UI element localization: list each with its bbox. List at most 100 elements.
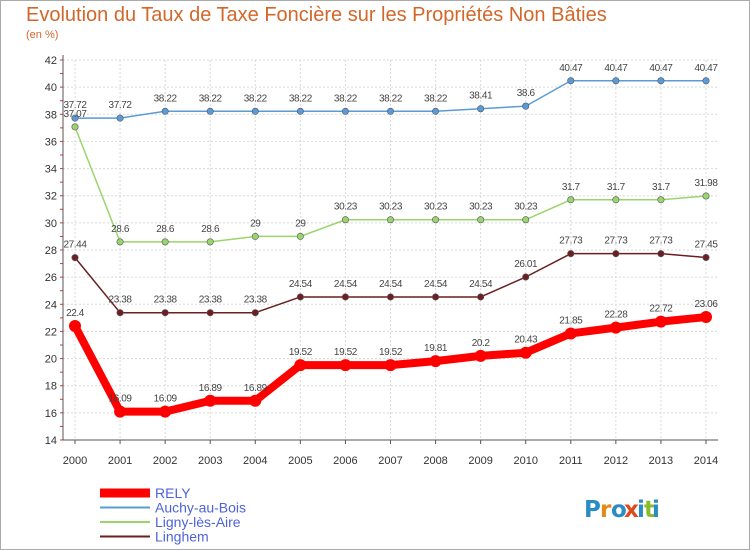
data-label-linghem: 27.73: [604, 236, 628, 247]
x-tick-label: 2005: [288, 455, 312, 467]
x-tick-label: 2001: [108, 455, 132, 467]
data-label-linghem: 24.54: [469, 279, 493, 290]
data-point-rely: [474, 349, 487, 362]
data-point-rely: [519, 346, 532, 359]
legend-label-rely: RELY: [155, 485, 191, 501]
data-label-ligny-l-s-aire: 31.98: [694, 178, 718, 189]
x-tick-label: 2012: [604, 455, 628, 467]
y-tick-label: 34: [45, 164, 57, 176]
y-tick-label: 40: [45, 82, 57, 94]
y-tick-label: 30: [45, 218, 57, 230]
data-label-auchy-au-bois: 40.47: [604, 63, 628, 74]
series-lines: [69, 77, 712, 418]
data-point-rely: [609, 321, 622, 334]
data-point-linghem: [612, 250, 620, 258]
data-point-ligny-l-s-aire: [206, 238, 214, 246]
data-label-rely: 19.52: [289, 347, 313, 358]
data-label-rely: 16.89: [199, 383, 223, 394]
x-tick-label: 2011: [559, 455, 583, 467]
data-label-ligny-l-s-aire: 31.7: [562, 182, 581, 193]
data-label-rely: 22.72: [649, 304, 673, 315]
data-label-auchy-au-bois: 38.6: [517, 88, 536, 99]
data-label-auchy-au-bois: 38.22: [154, 93, 178, 104]
data-label-ligny-l-s-aire: 30.23: [469, 202, 493, 213]
y-tick-label: 28: [45, 245, 57, 257]
data-label-linghem: 24.54: [289, 279, 313, 290]
data-label-ligny-l-s-aire: 29: [250, 218, 261, 229]
data-point-ligny-l-s-aire: [161, 238, 169, 246]
data-point-ligny-l-s-aire: [341, 216, 349, 224]
data-label-auchy-au-bois: 38.22: [289, 93, 313, 104]
data-point-auchy-au-bois: [116, 114, 124, 122]
data-label-auchy-au-bois: 38.22: [424, 93, 448, 104]
data-point-auchy-au-bois: [522, 102, 530, 110]
y-tick-label: 24: [45, 299, 57, 311]
data-point-auchy-au-bois: [612, 77, 620, 85]
grid: [63, 59, 718, 441]
y-tick-label: 32: [45, 191, 57, 203]
y-tick-label: 22: [45, 326, 57, 338]
data-point-rely: [429, 355, 442, 368]
data-point-linghem: [386, 293, 394, 301]
data-label-rely: 22.4: [66, 308, 85, 319]
data-label-rely: 16.09: [109, 394, 133, 405]
data-point-auchy-au-bois: [657, 77, 665, 85]
data-label-auchy-au-bois: 38.41: [469, 91, 493, 102]
logo-letter: i: [652, 497, 660, 523]
data-label-ligny-l-s-aire: 30.23: [334, 202, 358, 213]
data-point-rely: [249, 394, 262, 407]
data-label-linghem: 27.45: [694, 239, 718, 250]
logo-letter: x: [624, 497, 639, 523]
data-label-linghem: 26.01: [514, 259, 538, 270]
data-label-rely: 16.09: [154, 394, 178, 405]
data-point-rely: [204, 394, 217, 407]
data-label-linghem: 23.38: [109, 295, 133, 306]
data-point-linghem: [161, 309, 169, 317]
x-tick-label: 2014: [694, 455, 718, 467]
data-label-auchy-au-bois: 37.72: [109, 100, 133, 111]
data-point-linghem: [657, 250, 665, 258]
x-tick-label: 2004: [243, 455, 267, 467]
data-point-rely: [564, 327, 577, 340]
data-point-linghem: [206, 309, 214, 317]
data-label-rely: 19.52: [379, 347, 403, 358]
data-point-linghem: [432, 293, 440, 301]
y-tick-label: 26: [45, 272, 57, 284]
data-label-auchy-au-bois: 40.47: [694, 63, 718, 74]
chart-subtitle: (en %): [26, 29, 59, 41]
data-point-linghem: [251, 309, 259, 317]
data-point-rely: [700, 311, 712, 324]
data-label-rely: 23.06: [694, 299, 718, 310]
x-tick-label: 2013: [649, 455, 673, 467]
data-point-auchy-au-bois: [702, 77, 710, 85]
logo-letter: r: [600, 497, 612, 523]
legend-label-auchy-au-bois: Auchy-au-Bois: [155, 500, 246, 516]
data-point-auchy-au-bois: [341, 107, 349, 115]
data-label-ligny-l-s-aire: 30.23: [424, 202, 448, 213]
data-point-auchy-au-bois: [567, 77, 575, 85]
data-label-ligny-l-s-aire: 30.23: [379, 202, 403, 213]
logo-letter: o: [611, 497, 627, 523]
logo-letter: t: [644, 497, 655, 523]
x-tick-label: 2002: [153, 455, 177, 467]
data-label-linghem: 24.54: [334, 279, 358, 290]
data-point-rely: [339, 359, 352, 372]
data-point-rely: [654, 315, 667, 328]
legend-label-linghem: Linghem: [155, 529, 209, 545]
data-labels: 22.4 16.09 16.09 16.89 16.89 19.52 19.52 19.52 1…: [63, 63, 718, 405]
x-tick-label: 2009: [468, 455, 492, 467]
data-point-rely: [384, 359, 397, 372]
data-label-ligny-l-s-aire: 37.07: [63, 109, 87, 120]
data-point-linghem: [567, 250, 575, 258]
data-point-linghem: [702, 253, 710, 261]
data-point-ligny-l-s-aire: [657, 196, 665, 204]
data-label-linghem: 23.38: [199, 295, 223, 306]
data-label-linghem: 27.73: [559, 236, 583, 247]
data-label-rely: 20.2: [472, 338, 491, 349]
data-point-linghem: [116, 309, 124, 317]
data-label-auchy-au-bois: 38.22: [379, 93, 403, 104]
data-label-ligny-l-s-aire: 28.6: [156, 224, 175, 235]
